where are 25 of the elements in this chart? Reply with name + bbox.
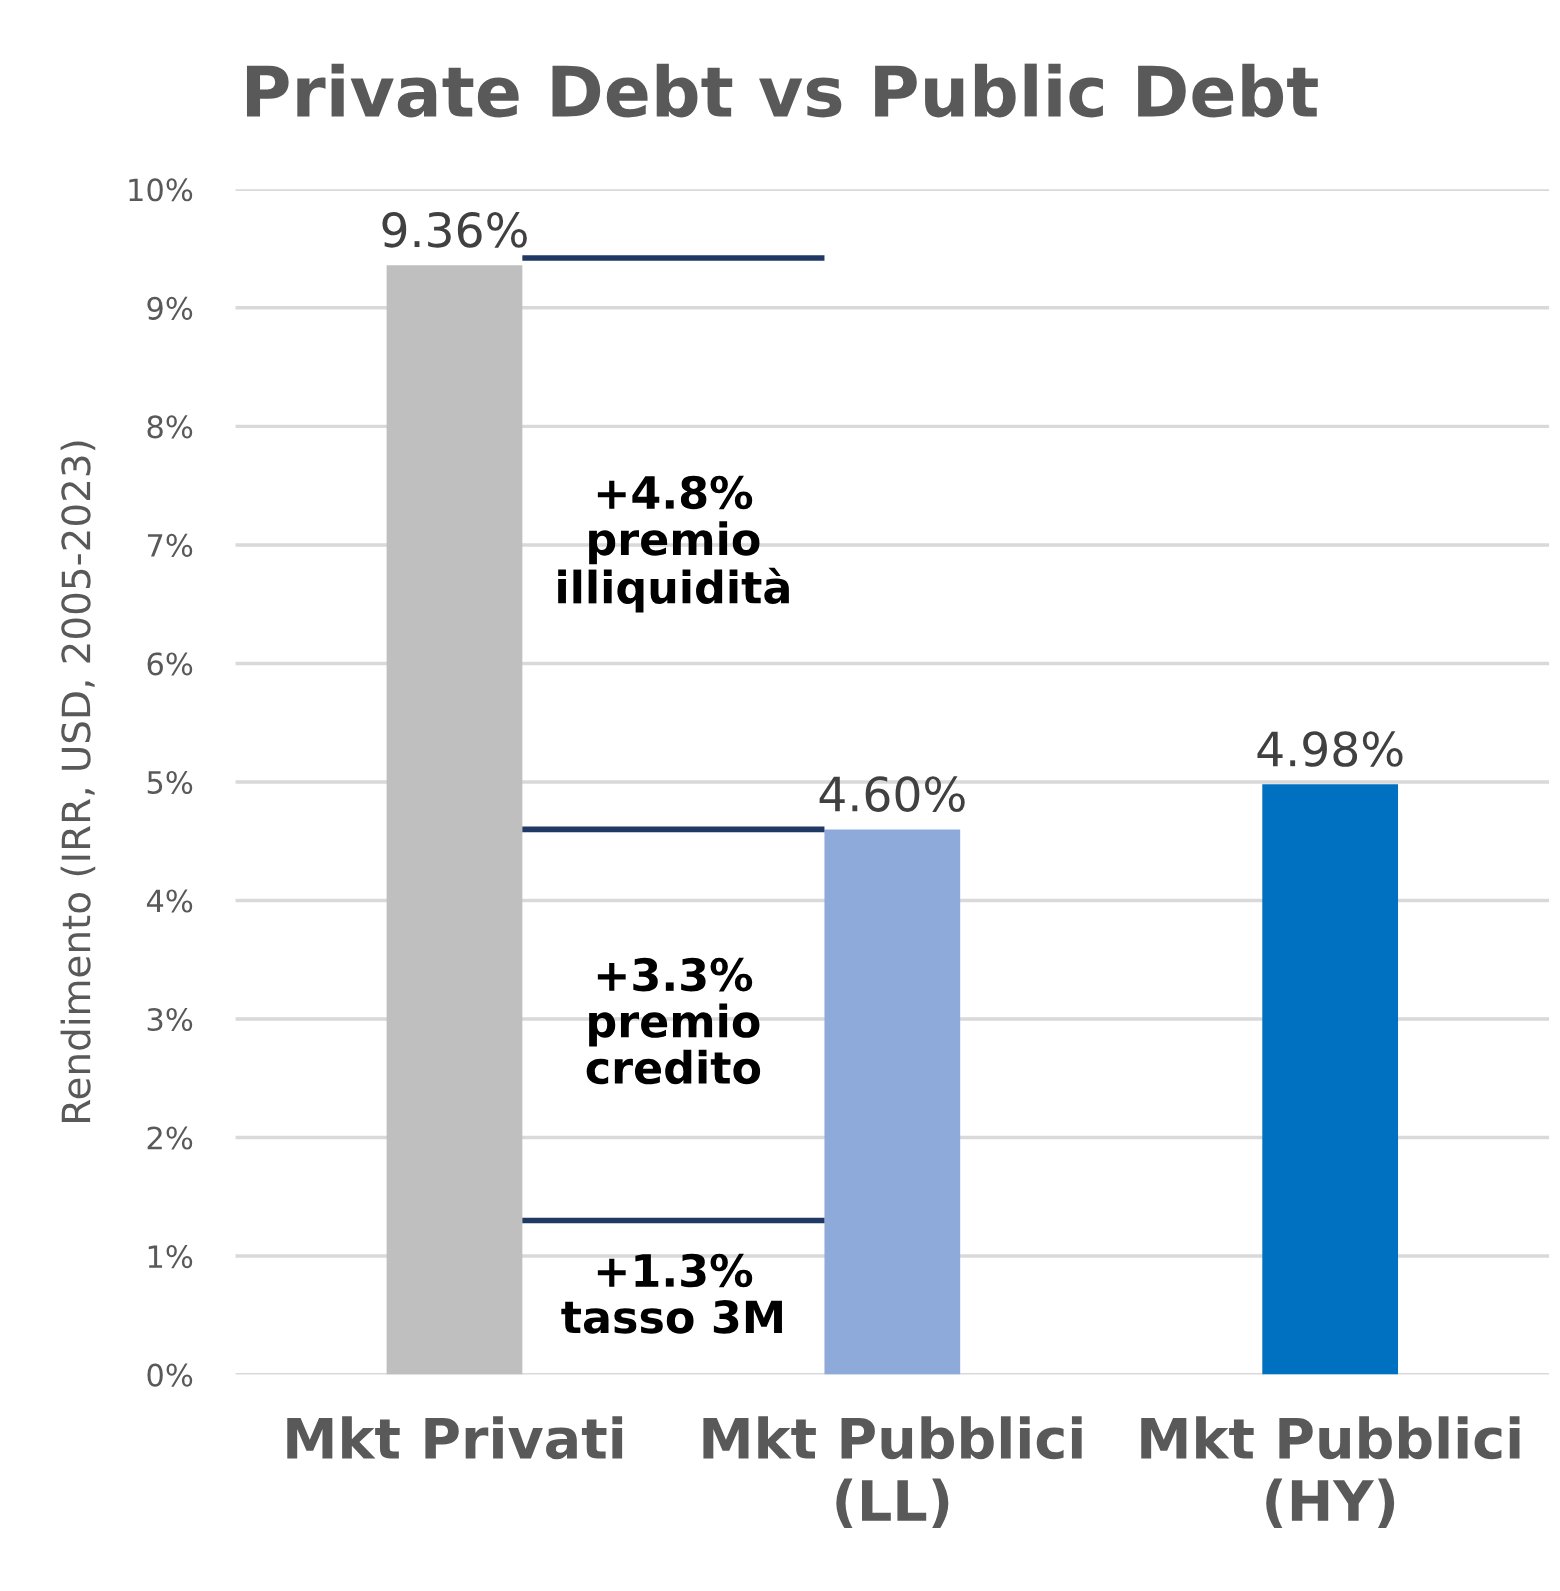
- x-tick-label: Mkt Privati: [287, 1416, 623, 1460]
- y-tick-label: 6%: [147, 652, 193, 676]
- bar: [1262, 784, 1399, 1375]
- y-tick-label: 4%: [146, 889, 193, 913]
- data-label: 4.60%: [819, 776, 965, 812]
- y-axis-title: Rendimento (IRR, USD, 2005-2023): [60, 441, 96, 1122]
- chart-title: Private Debt vs Public Debt: [246, 63, 1318, 118]
- annotation: +3.3% premio credito: [586, 957, 761, 1085]
- y-tick-label: 7%: [147, 533, 193, 557]
- bar: [386, 265, 523, 1375]
- bar: [824, 829, 961, 1375]
- data-label: 9.36%: [382, 211, 527, 248]
- annotation: +1.3% tasso 3M: [561, 1253, 782, 1334]
- y-tick-label: 5%: [147, 770, 193, 795]
- x-tick-label: Mkt Pubblici (HY): [1141, 1416, 1520, 1529]
- y-tick-label: 0%: [147, 1363, 193, 1387]
- y-tick-label: 8%: [147, 415, 193, 439]
- y-tick-label: 3%: [147, 1007, 193, 1032]
- y-tick-label: 9%: [147, 296, 193, 320]
- x-tick-label: Mkt Pubblici (LL): [703, 1416, 1082, 1529]
- data-label: 4.98%: [1257, 731, 1403, 767]
- annotation: +4.8% premio illiquidità: [558, 475, 789, 613]
- y-tick-label: 1%: [148, 1245, 193, 1269]
- y-tick-label: 10%: [129, 178, 193, 202]
- y-tick-label: 2%: [147, 1126, 193, 1150]
